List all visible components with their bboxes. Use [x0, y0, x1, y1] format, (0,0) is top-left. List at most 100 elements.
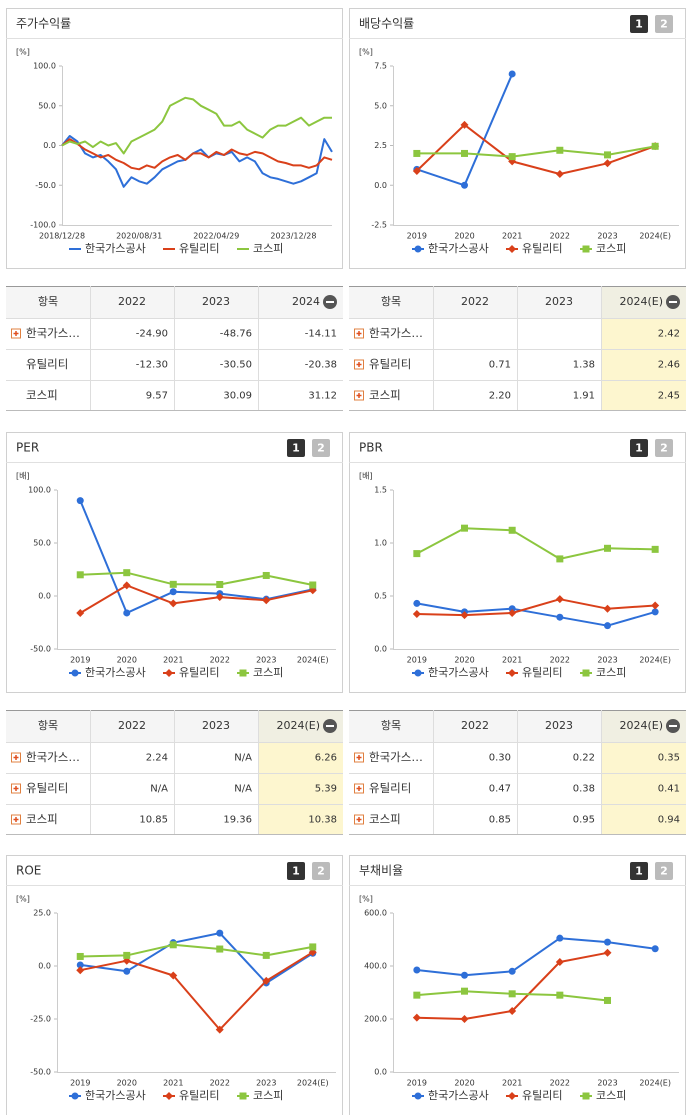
tab-button[interactable]: [655, 439, 673, 457]
legend-label: 유틸리티: [179, 666, 219, 679]
tab-label[interactable]: 1: [292, 865, 300, 878]
marker: [555, 169, 564, 178]
table-cell: 6.26: [315, 753, 337, 764]
table-cell: 0.95: [573, 815, 595, 826]
marker: [169, 580, 177, 588]
legend-label: 유틸리티: [522, 1089, 562, 1102]
y-tick-label: 5.0: [374, 101, 387, 110]
table-cell: 2.45: [658, 391, 680, 402]
y-unit: [%]: [359, 48, 373, 57]
marker: [414, 669, 422, 677]
tab-label[interactable]: 2: [317, 865, 325, 878]
marker: [556, 555, 564, 563]
tab-label[interactable]: 1: [635, 442, 643, 455]
marker: [508, 153, 516, 161]
table-cell: -30.50: [220, 360, 252, 371]
marker: [508, 245, 516, 253]
expand-icon-plus[interactable]: [13, 331, 19, 336]
marker: [582, 245, 590, 253]
panel-title: PBR: [359, 441, 383, 455]
table-header-cell: 2023: [545, 719, 573, 732]
tab-button[interactable]: [287, 439, 305, 457]
marker: [413, 599, 421, 607]
table-cell: N/A: [150, 784, 168, 795]
table-cell: 10.38: [308, 815, 337, 826]
tab-label[interactable]: 1: [635, 18, 643, 31]
table-header-cell: 2024(E): [619, 719, 663, 732]
expand-icon-plus[interactable]: [356, 393, 362, 398]
panel: [6, 8, 343, 269]
marker: [603, 159, 612, 168]
expand-icon-plus[interactable]: [356, 362, 362, 367]
table-cell: -12.30: [136, 360, 168, 371]
expand-icon-plus[interactable]: [13, 817, 19, 822]
series-line: [79, 584, 314, 614]
table-header-cell: 2022: [461, 719, 489, 732]
tab-button[interactable]: [655, 862, 673, 880]
row-label: 한국가스…: [369, 326, 423, 340]
table-cell: -20.38: [305, 360, 337, 371]
row-label: 코스피: [369, 388, 401, 402]
x-tick-label: 2024(E): [639, 232, 671, 241]
tab-button[interactable]: [312, 439, 330, 457]
tab-label[interactable]: 2: [317, 442, 325, 455]
table-cell: 0.71: [489, 360, 511, 371]
tab-button[interactable]: [630, 439, 648, 457]
tab-label[interactable]: 1: [635, 865, 643, 878]
panel-title: 주가수익률: [16, 17, 71, 31]
y-tick-label: -50.0: [35, 181, 56, 190]
table-cell: 0.85: [489, 815, 511, 826]
marker: [216, 945, 224, 953]
x-tick-label: 2021: [163, 1079, 183, 1088]
marker: [604, 996, 611, 1004]
tab-button[interactable]: [630, 15, 648, 33]
x-tick-label: 2023: [597, 232, 617, 241]
panel: [6, 855, 343, 1115]
y-tick-label: 0.0: [43, 141, 56, 150]
y-tick-label: 0.0: [374, 645, 387, 654]
expand-icon-plus[interactable]: [13, 786, 19, 791]
x-tick-label: 2019: [70, 1079, 90, 1088]
row-label: 코스피: [26, 812, 58, 826]
row-label: 한국가스…: [26, 326, 80, 340]
marker: [169, 941, 177, 949]
marker: [582, 1092, 590, 1100]
table-header-cell: 2022: [118, 295, 146, 308]
table-header-cell: 2022: [118, 719, 146, 732]
expand-icon-plus[interactable]: [356, 331, 362, 336]
series-line: [416, 598, 656, 617]
tab-label[interactable]: 2: [660, 442, 668, 455]
table-cell: 2.46: [658, 360, 680, 371]
expand-icon-plus[interactable]: [356, 786, 362, 791]
tab-button[interactable]: [630, 862, 648, 880]
legend-label: 유틸리티: [522, 242, 562, 255]
marker: [556, 146, 564, 154]
series-line: [61, 135, 333, 188]
y-tick-label: 0.0: [374, 1068, 387, 1077]
expand-icon-plus[interactable]: [13, 755, 19, 760]
tab-button[interactable]: [287, 862, 305, 880]
y-tick-label: -2.5: [371, 221, 387, 230]
x-tick-label: 2018/12/28: [39, 232, 85, 241]
tab-label[interactable]: 1: [292, 442, 300, 455]
expand-icon-plus[interactable]: [356, 817, 362, 822]
y-tick-label: 400.0: [364, 962, 387, 971]
marker: [651, 601, 660, 610]
table-cell: 0.94: [658, 815, 680, 826]
y-unit: [배]: [359, 472, 373, 481]
x-tick-label: 2022: [210, 1079, 230, 1088]
tab-label[interactable]: 2: [660, 865, 668, 878]
row-label: 코스피: [26, 388, 58, 402]
marker: [165, 1092, 173, 1100]
expand-icon-plus[interactable]: [356, 755, 362, 760]
marker: [412, 1013, 421, 1022]
tab-button[interactable]: [655, 15, 673, 33]
tab-label[interactable]: 2: [660, 18, 668, 31]
panel-title: 부채비율: [359, 864, 403, 878]
panel: [349, 8, 686, 269]
series-line: [61, 138, 333, 171]
marker: [262, 571, 270, 579]
tab-button[interactable]: [312, 862, 330, 880]
x-tick-label: 2019: [407, 656, 427, 665]
